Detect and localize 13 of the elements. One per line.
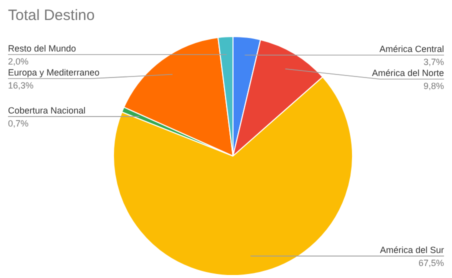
slice-label: Cobertura Nacional xyxy=(8,106,86,116)
data-label: 9,8% xyxy=(423,81,444,92)
slice-label: América Central xyxy=(379,44,444,54)
slice-label: América del Sur xyxy=(380,245,444,256)
slice-label: América del Norte xyxy=(372,68,444,78)
chart-title: Total Destino xyxy=(8,7,95,24)
data-label: 67,5% xyxy=(418,258,444,268)
slice-label: Europa y Mediterraneo xyxy=(8,68,100,78)
slice-label: Resto del Mundo xyxy=(8,44,76,54)
data-label: 16,3% xyxy=(8,80,34,91)
data-label: 2,0% xyxy=(8,56,29,67)
data-label: 3,7% xyxy=(423,57,444,68)
data-label: 0,7% xyxy=(8,118,29,129)
